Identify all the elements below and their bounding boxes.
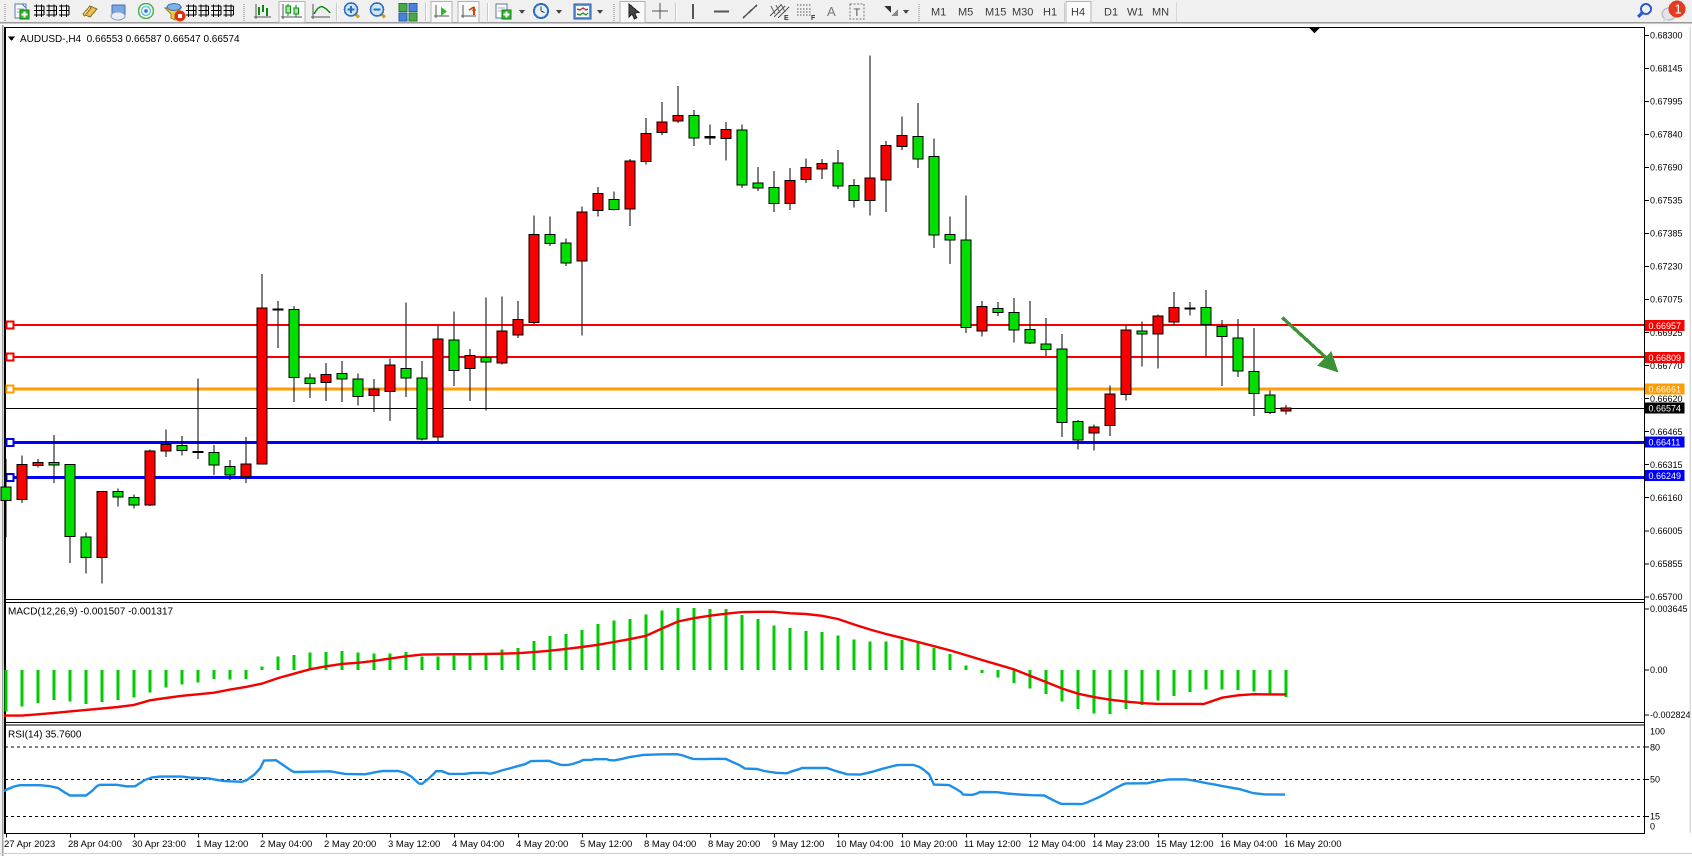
svg-text:T: T xyxy=(854,7,861,19)
svg-text:30 Apr 23:00: 30 Apr 23:00 xyxy=(132,839,186,850)
svg-text:F: F xyxy=(811,15,816,22)
svg-text:3 May 12:00: 3 May 12:00 xyxy=(388,839,440,850)
svg-text:M15: M15 xyxy=(985,7,1006,19)
svg-text:0.66957: 0.66957 xyxy=(1649,321,1682,331)
svg-text:0: 0 xyxy=(1650,822,1655,832)
svg-text:0.003645: 0.003645 xyxy=(1650,604,1688,614)
svg-text:MACD(12,26,9) -0.001507 -0.001: MACD(12,26,9) -0.001507 -0.001317 xyxy=(8,607,174,618)
svg-text:0.66315: 0.66315 xyxy=(1650,460,1683,470)
svg-text:8 May 20:00: 8 May 20:00 xyxy=(708,839,760,850)
svg-text:8 May 04:00: 8 May 04:00 xyxy=(644,839,696,850)
svg-text:50: 50 xyxy=(1650,775,1660,785)
svg-text:0.67230: 0.67230 xyxy=(1650,262,1683,272)
svg-text:0.65700: 0.65700 xyxy=(1650,592,1683,602)
svg-text:-0.002824: -0.002824 xyxy=(1650,710,1691,720)
svg-text:M30: M30 xyxy=(1012,7,1033,19)
svg-text:15: 15 xyxy=(1650,812,1660,822)
svg-text:100: 100 xyxy=(1650,727,1665,737)
svg-text:0.67535: 0.67535 xyxy=(1650,196,1683,206)
svg-text:0.66005: 0.66005 xyxy=(1650,526,1683,536)
svg-text:16 May 20:00: 16 May 20:00 xyxy=(1284,839,1342,850)
svg-text:1 May 12:00: 1 May 12:00 xyxy=(196,839,248,850)
svg-text:14 May 23:00: 14 May 23:00 xyxy=(1092,839,1150,850)
svg-text:11 May 12:00: 11 May 12:00 xyxy=(964,839,1021,850)
svg-text:E: E xyxy=(784,15,789,22)
svg-text:4 May 20:00: 4 May 20:00 xyxy=(516,839,568,850)
svg-text:2 May 20:00: 2 May 20:00 xyxy=(324,839,376,850)
svg-text:A: A xyxy=(827,4,836,19)
svg-text:H4: H4 xyxy=(1071,7,1085,19)
svg-text:9 May 12:00: 9 May 12:00 xyxy=(772,839,824,850)
svg-text:0.67840: 0.67840 xyxy=(1650,130,1683,140)
svg-text:0.66661: 0.66661 xyxy=(1649,384,1682,394)
svg-text:0.67075: 0.67075 xyxy=(1650,295,1683,305)
svg-text:RSI(14) 35.7600: RSI(14) 35.7600 xyxy=(8,730,82,741)
svg-text:28 Apr 04:00: 28 Apr 04:00 xyxy=(68,839,122,850)
svg-text:0.66160: 0.66160 xyxy=(1650,493,1683,503)
svg-text:0.66770: 0.66770 xyxy=(1650,361,1683,371)
svg-text:12 May 04:00: 12 May 04:00 xyxy=(1028,839,1086,850)
svg-text:0.65855: 0.65855 xyxy=(1650,559,1683,569)
svg-text:0.66574: 0.66574 xyxy=(1649,403,1682,413)
svg-text:0.66249: 0.66249 xyxy=(1649,471,1682,481)
svg-text:0.67385: 0.67385 xyxy=(1650,229,1683,239)
svg-text:MN: MN xyxy=(1152,7,1169,19)
svg-text:0.66465: 0.66465 xyxy=(1650,427,1683,437)
svg-text:0.67690: 0.67690 xyxy=(1650,163,1683,173)
svg-text:80: 80 xyxy=(1650,742,1660,752)
svg-text:2 May 04:00: 2 May 04:00 xyxy=(260,839,312,850)
svg-text:0.66925: 0.66925 xyxy=(1650,328,1683,338)
svg-text:5 May 12:00: 5 May 12:00 xyxy=(580,839,632,850)
svg-text:10 May 04:00: 10 May 04:00 xyxy=(836,839,894,850)
svg-text:27 Apr 2023: 27 Apr 2023 xyxy=(4,839,55,850)
svg-text:AUDUSD-,H4 0.66553 0.66587 0.: AUDUSD-,H4 0.66553 0.66587 0.66547 0.665… xyxy=(20,34,240,45)
svg-text:0.68300: 0.68300 xyxy=(1650,31,1683,41)
svg-text:0.67995: 0.67995 xyxy=(1650,97,1683,107)
svg-text:0.68145: 0.68145 xyxy=(1650,64,1683,74)
svg-text:0.66809: 0.66809 xyxy=(1649,353,1682,363)
svg-text:W1: W1 xyxy=(1127,7,1144,19)
svg-text:0.00: 0.00 xyxy=(1650,665,1668,675)
svg-text:D1: D1 xyxy=(1104,7,1118,19)
svg-text:M5: M5 xyxy=(958,7,973,19)
svg-text:4 May 04:00: 4 May 04:00 xyxy=(452,839,504,850)
svg-text:10 May 20:00: 10 May 20:00 xyxy=(900,839,958,850)
svg-text:M1: M1 xyxy=(931,7,946,19)
svg-text:1: 1 xyxy=(1675,2,1682,17)
svg-text:15 May 12:00: 15 May 12:00 xyxy=(1156,839,1214,850)
svg-text:16 May 04:00: 16 May 04:00 xyxy=(1220,839,1278,850)
svg-text:H1: H1 xyxy=(1043,7,1057,19)
svg-text:0.66620: 0.66620 xyxy=(1650,394,1683,404)
svg-text:0.66411: 0.66411 xyxy=(1649,437,1681,447)
